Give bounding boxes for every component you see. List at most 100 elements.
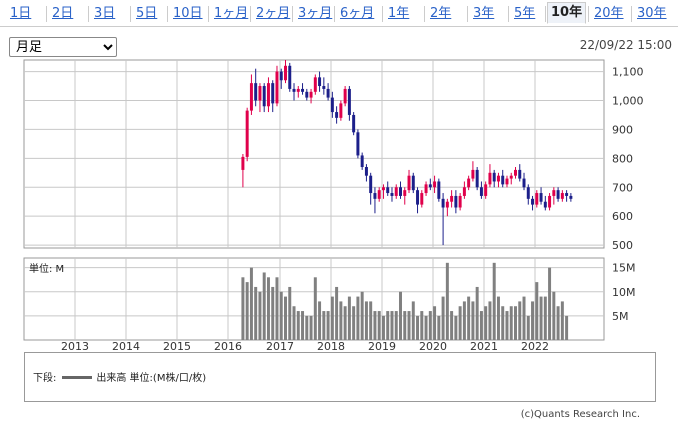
candle-body xyxy=(390,193,394,196)
tab-1年[interactable]: 1年 xyxy=(388,6,410,21)
tab-2年[interactable]: 2年 xyxy=(430,6,452,21)
volume-bar xyxy=(301,311,305,340)
volume-bar xyxy=(288,286,292,340)
volume-bar xyxy=(420,311,424,340)
x-tick-label: 2019 xyxy=(368,340,396,350)
candle-period-select[interactable]: 月足 xyxy=(9,37,117,57)
volume-bar xyxy=(539,296,543,340)
candle-body xyxy=(526,187,530,199)
tab-10年[interactable]: 10年 xyxy=(547,2,587,24)
volume-bar xyxy=(326,311,330,340)
volume-tick-label: 15M xyxy=(612,262,636,275)
volume-bar xyxy=(518,301,522,340)
candle-body xyxy=(505,178,509,185)
volume-bar xyxy=(262,272,266,340)
volume-tick-label: 5M xyxy=(612,310,629,323)
tab-1日[interactable]: 1日 xyxy=(10,6,32,21)
candle-body xyxy=(535,193,539,205)
tab-separator xyxy=(631,6,632,22)
volume-bar xyxy=(249,267,253,340)
candle-body xyxy=(292,88,296,92)
volume-bar xyxy=(313,277,317,340)
candle-body xyxy=(514,169,517,176)
volume-bar xyxy=(347,296,351,340)
volume-bar xyxy=(390,311,394,340)
tab-3ヶ月[interactable]: 3ヶ月 xyxy=(298,6,333,21)
candle-body xyxy=(249,83,253,111)
tab-separator xyxy=(545,6,546,22)
volume-bar xyxy=(424,315,428,340)
candle-body xyxy=(352,114,356,133)
volume-unit-label: 単位: M xyxy=(29,264,65,275)
tab-separator xyxy=(130,6,131,22)
candle-body xyxy=(488,172,492,185)
volume-bar xyxy=(258,291,262,340)
volume-bar xyxy=(360,291,364,340)
candle-body xyxy=(565,193,569,196)
volume-bar xyxy=(356,296,360,340)
tab-3年[interactable]: 3年 xyxy=(473,6,495,21)
candle-body xyxy=(556,190,560,199)
volume-bar xyxy=(318,301,322,340)
tab-2日[interactable]: 2日 xyxy=(52,6,74,21)
tab-1ヶ月[interactable]: 1ヶ月 xyxy=(214,6,249,21)
volume-bar xyxy=(484,306,488,340)
candle-body xyxy=(445,201,449,208)
price-tick-label: 1,100 xyxy=(612,66,644,79)
tab-5年[interactable]: 5年 xyxy=(514,6,536,21)
tab-separator xyxy=(588,6,589,22)
volume-bar xyxy=(275,277,279,340)
candle-body xyxy=(309,91,313,98)
tab-2ヶ月[interactable]: 2ヶ月 xyxy=(256,6,291,21)
volume-bar xyxy=(305,315,309,340)
candle-body xyxy=(245,110,249,157)
volume-bar xyxy=(279,291,283,340)
candle-body xyxy=(484,184,488,196)
tab-separator xyxy=(508,6,509,22)
tab-separator xyxy=(424,6,425,22)
candle-body xyxy=(450,195,454,202)
volume-bar xyxy=(509,306,513,340)
candle-body xyxy=(377,190,381,199)
volume-bar xyxy=(284,296,287,340)
candle-body xyxy=(275,71,279,104)
volume-bar xyxy=(454,315,458,340)
volume-bar xyxy=(245,282,249,340)
tab-separator xyxy=(467,6,468,22)
volume-bar xyxy=(296,311,300,340)
volume-bar xyxy=(381,315,385,340)
tab-3日[interactable]: 3日 xyxy=(94,6,116,21)
x-tick-label: 2018 xyxy=(317,340,345,350)
candle-body xyxy=(284,65,287,81)
candle-body xyxy=(509,175,513,179)
volume-bar xyxy=(462,301,466,340)
candle-body xyxy=(262,86,266,107)
candle-body xyxy=(437,181,441,199)
volume-bar xyxy=(531,301,535,340)
tab-20年[interactable]: 20年 xyxy=(594,6,624,21)
volume-bar xyxy=(501,306,505,340)
tab-10日[interactable]: 10日 xyxy=(173,6,203,21)
volume-bar xyxy=(496,296,500,340)
tab-30年[interactable]: 30年 xyxy=(637,6,667,21)
volume-bar xyxy=(339,301,343,340)
volume-bar xyxy=(514,306,517,340)
tab-separator xyxy=(167,6,168,22)
tab-separator xyxy=(46,6,47,22)
tab-6ヶ月[interactable]: 6ヶ月 xyxy=(340,6,375,21)
candle-body xyxy=(305,91,309,98)
candle-body xyxy=(531,198,535,205)
candle-body xyxy=(373,193,377,199)
candle-body xyxy=(543,201,547,208)
tab-5日[interactable]: 5日 xyxy=(136,6,158,21)
candle-body xyxy=(347,88,351,115)
candle-body xyxy=(266,83,270,107)
x-tick-label: 2021 xyxy=(470,340,498,350)
volume-bar xyxy=(433,306,437,340)
candle-body xyxy=(492,172,496,182)
x-tick-label: 2015 xyxy=(163,340,191,350)
candle-body xyxy=(475,169,479,188)
volume-bar xyxy=(437,315,441,340)
volume-bar xyxy=(369,301,373,340)
candle-body xyxy=(296,88,300,92)
